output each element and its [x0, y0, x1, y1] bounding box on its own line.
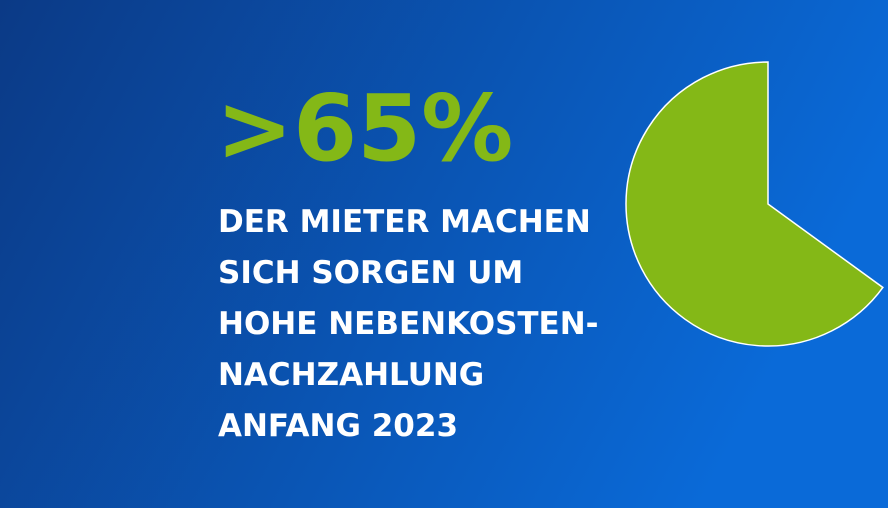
- caption-line: SICH SORGEN UM: [218, 255, 523, 291]
- headline-value: >65%: [216, 75, 513, 182]
- caption-line: HOHE NEBENKOSTEN-: [218, 306, 599, 342]
- chart: >65% DER MIETER MACHEN SICH SORGEN UM HOHE …: [216, 61, 884, 444]
- pie-slice: [625, 61, 884, 347]
- caption-line: ANFANG 2023: [218, 408, 458, 444]
- caption-line: DER MIETER MACHEN: [218, 204, 591, 240]
- caption-line: NACHZAHLUNG: [218, 357, 484, 393]
